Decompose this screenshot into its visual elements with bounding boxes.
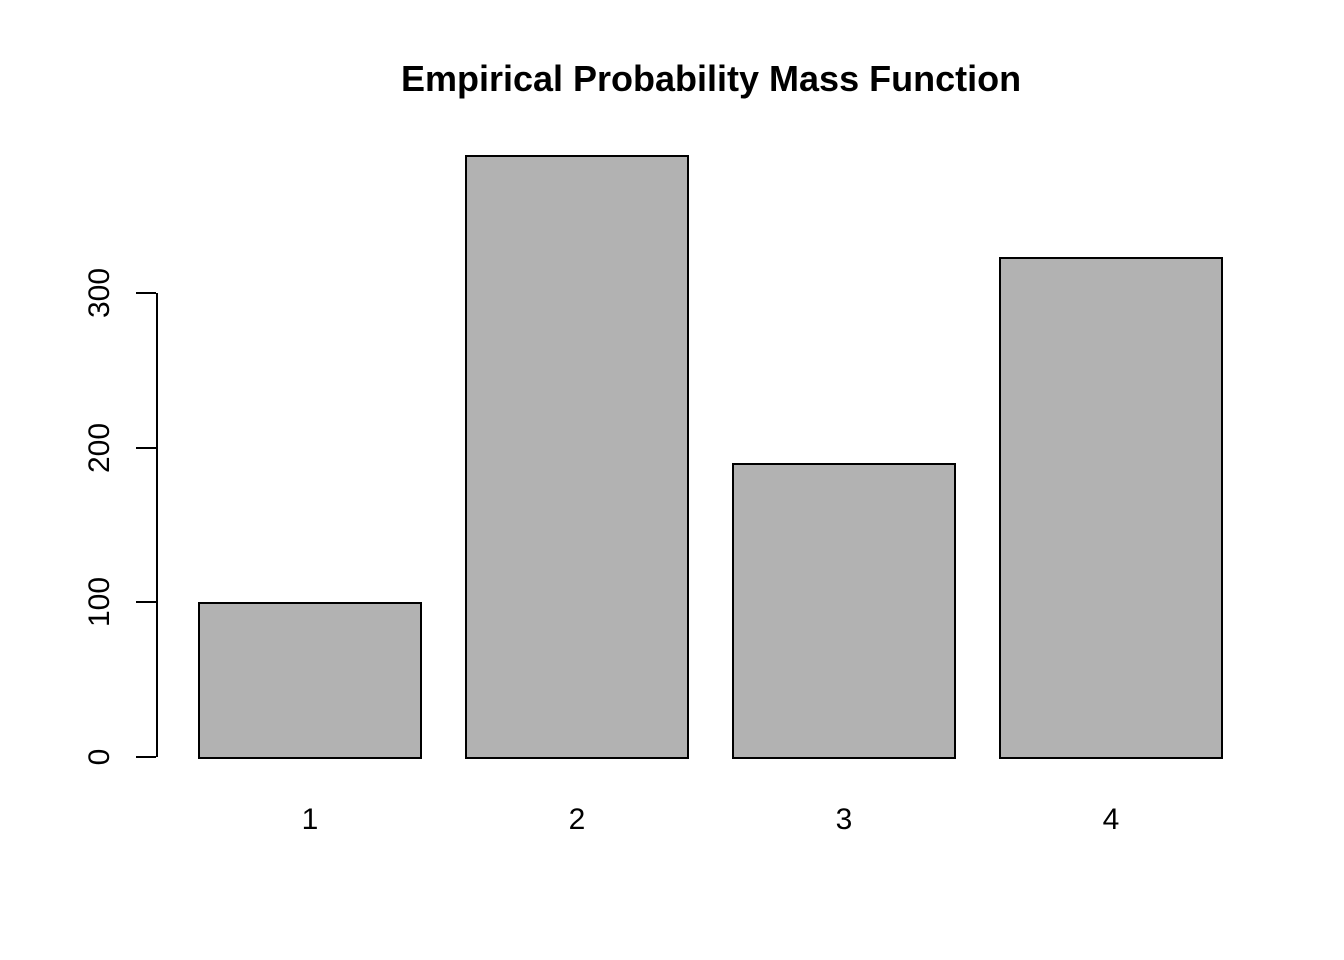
y-tick-label: 300 (83, 267, 116, 319)
x-tick-label: 2 (568, 803, 586, 836)
y-tick-label: 100 (83, 577, 116, 628)
x-tick-label: 1 (301, 803, 319, 836)
x-tick-label: 3 (835, 803, 853, 836)
y-tick-mark (135, 446, 156, 449)
y-tick-label: 200 (83, 422, 116, 473)
y-axis-line (155, 293, 158, 757)
bar (198, 602, 422, 759)
y-tick-mark (135, 756, 156, 758)
y-tick-mark (135, 601, 156, 604)
bar (732, 463, 956, 759)
bar (465, 155, 689, 759)
chart-title: Empirical Probability Mass Function (400, 58, 1022, 99)
x-tick-label: 4 (1102, 803, 1120, 836)
y-tick-mark (135, 292, 156, 294)
bar (999, 257, 1223, 759)
y-tick-label: 0 (83, 748, 116, 766)
